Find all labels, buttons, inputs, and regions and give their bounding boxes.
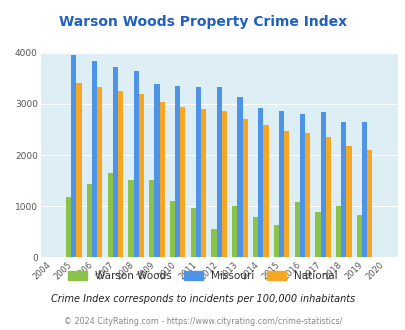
Bar [169, 201, 175, 257]
Bar [335, 206, 341, 257]
Bar [76, 83, 81, 257]
Bar [237, 97, 242, 257]
Bar [273, 225, 278, 257]
Bar [97, 86, 102, 257]
Bar [356, 215, 361, 257]
Bar [92, 61, 97, 257]
Bar [118, 91, 123, 257]
Bar [258, 108, 263, 257]
Bar [320, 112, 325, 257]
Bar [71, 55, 76, 257]
Bar [154, 84, 159, 257]
Bar [87, 184, 92, 257]
Bar [315, 212, 320, 257]
Text: Warson Woods Property Crime Index: Warson Woods Property Crime Index [59, 15, 346, 29]
Text: © 2024 CityRating.com - https://www.cityrating.com/crime-statistics/: © 2024 CityRating.com - https://www.city… [64, 317, 341, 326]
Bar [175, 85, 180, 257]
Bar [211, 229, 216, 257]
Bar [284, 131, 289, 257]
Bar [263, 125, 268, 257]
Bar [304, 133, 309, 257]
Bar [200, 109, 206, 257]
Bar [113, 67, 118, 257]
Bar [180, 107, 185, 257]
Bar [242, 119, 247, 257]
Bar [367, 150, 371, 257]
Bar [128, 180, 133, 257]
Text: Crime Index corresponds to incidents per 100,000 inhabitants: Crime Index corresponds to incidents per… [51, 294, 354, 304]
Bar [149, 180, 154, 257]
Bar [252, 217, 258, 257]
Bar [294, 202, 299, 257]
Bar [107, 173, 113, 257]
Bar [221, 111, 226, 257]
Bar [159, 102, 164, 257]
Bar [216, 87, 221, 257]
Legend: Warson Woods, Missouri, National: Warson Woods, Missouri, National [68, 271, 337, 281]
Bar [139, 94, 144, 257]
Bar [195, 87, 200, 257]
Bar [278, 111, 284, 257]
Bar [299, 114, 304, 257]
Bar [232, 206, 237, 257]
Bar [66, 197, 71, 257]
Bar [361, 122, 367, 257]
Bar [341, 122, 345, 257]
Bar [133, 71, 139, 257]
Bar [325, 137, 330, 257]
Bar [190, 208, 195, 257]
Bar [345, 147, 351, 257]
